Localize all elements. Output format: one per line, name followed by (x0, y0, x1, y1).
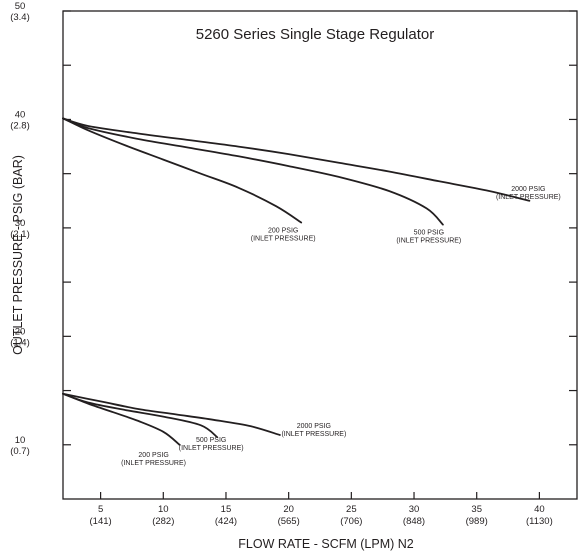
series-label-sub: (INLET PRESSURE) (251, 235, 316, 242)
y-tick-label-bar: (2.1) (10, 229, 30, 240)
x-tick-label-lpm: (282) (152, 516, 174, 527)
series-lines (62, 117, 531, 446)
series-label: 500 PSIG (196, 437, 226, 444)
series-label-sub: (INLET PRESSURE) (281, 431, 346, 438)
x-tick-label-lpm: (141) (90, 516, 112, 527)
series-line (62, 117, 444, 226)
y-tick-label: 10 (15, 435, 26, 446)
series-label-sub: (INLET PRESSURE) (179, 445, 244, 452)
x-tick-label: 10 (158, 504, 169, 515)
x-tick-label-lpm: (565) (278, 516, 300, 527)
x-tick-label: 40 (534, 504, 545, 515)
series-line (62, 392, 281, 436)
y-tick-label: 30 (15, 218, 26, 229)
series-label: 2000 PSIG (511, 186, 545, 193)
y-tick-label: 50 (15, 1, 26, 12)
y-tick-label-bar: (0.7) (10, 446, 30, 457)
x-tick-label-lpm: (706) (340, 516, 362, 527)
x-tick-label: 35 (471, 504, 482, 515)
x-tick-label-lpm: (424) (215, 516, 237, 527)
series-label-sub: (INLET PRESSURE) (121, 460, 186, 467)
series-line (62, 392, 181, 446)
chart-title: 5260 Series Single Stage Regulator (196, 26, 435, 43)
series-line (62, 392, 219, 439)
series-label: 200 PSIG (138, 452, 168, 459)
y-tick-label-bar: (2.8) (10, 120, 30, 131)
y-axis-title: OUTLET PRESSURE - PSIG (BAR) (11, 155, 25, 355)
series-line (62, 117, 303, 224)
series-label: 500 PSIG (414, 230, 444, 237)
plot-frame (62, 10, 578, 500)
x-tick-label: 5 (98, 504, 103, 515)
x-axis-title: FLOW RATE - SCFM (LPM) N2 (238, 537, 414, 551)
series-label: 2000 PSIG (297, 423, 331, 430)
series-line (62, 117, 531, 202)
y-tick-label-bar: (3.4) (10, 12, 30, 23)
y-tick-label: 40 (15, 109, 26, 120)
series-label: 200 PSIG (268, 227, 298, 234)
tick-labels: 10(0.7)20(1.4)30(2.1)40(2.8)50(3.4)5(141… (10, 1, 553, 527)
x-tick-label: 25 (346, 504, 357, 515)
series-label-sub: (INLET PRESSURE) (396, 238, 461, 245)
series-labels: 200 PSIG(INLET PRESSURE)500 PSIG(INLET P… (121, 186, 561, 467)
x-tick-label-lpm: (1130) (526, 516, 553, 527)
x-tick-label: 20 (283, 504, 294, 515)
y-tick-label-bar: (1.4) (10, 337, 30, 348)
series-label-sub: (INLET PRESSURE) (496, 194, 561, 201)
x-tick-label-lpm: (989) (466, 516, 488, 527)
y-tick-label: 20 (15, 326, 26, 337)
x-tick-label-lpm: (848) (403, 516, 425, 527)
x-tick-label: 15 (221, 504, 232, 515)
x-tick-label: 30 (409, 504, 420, 515)
